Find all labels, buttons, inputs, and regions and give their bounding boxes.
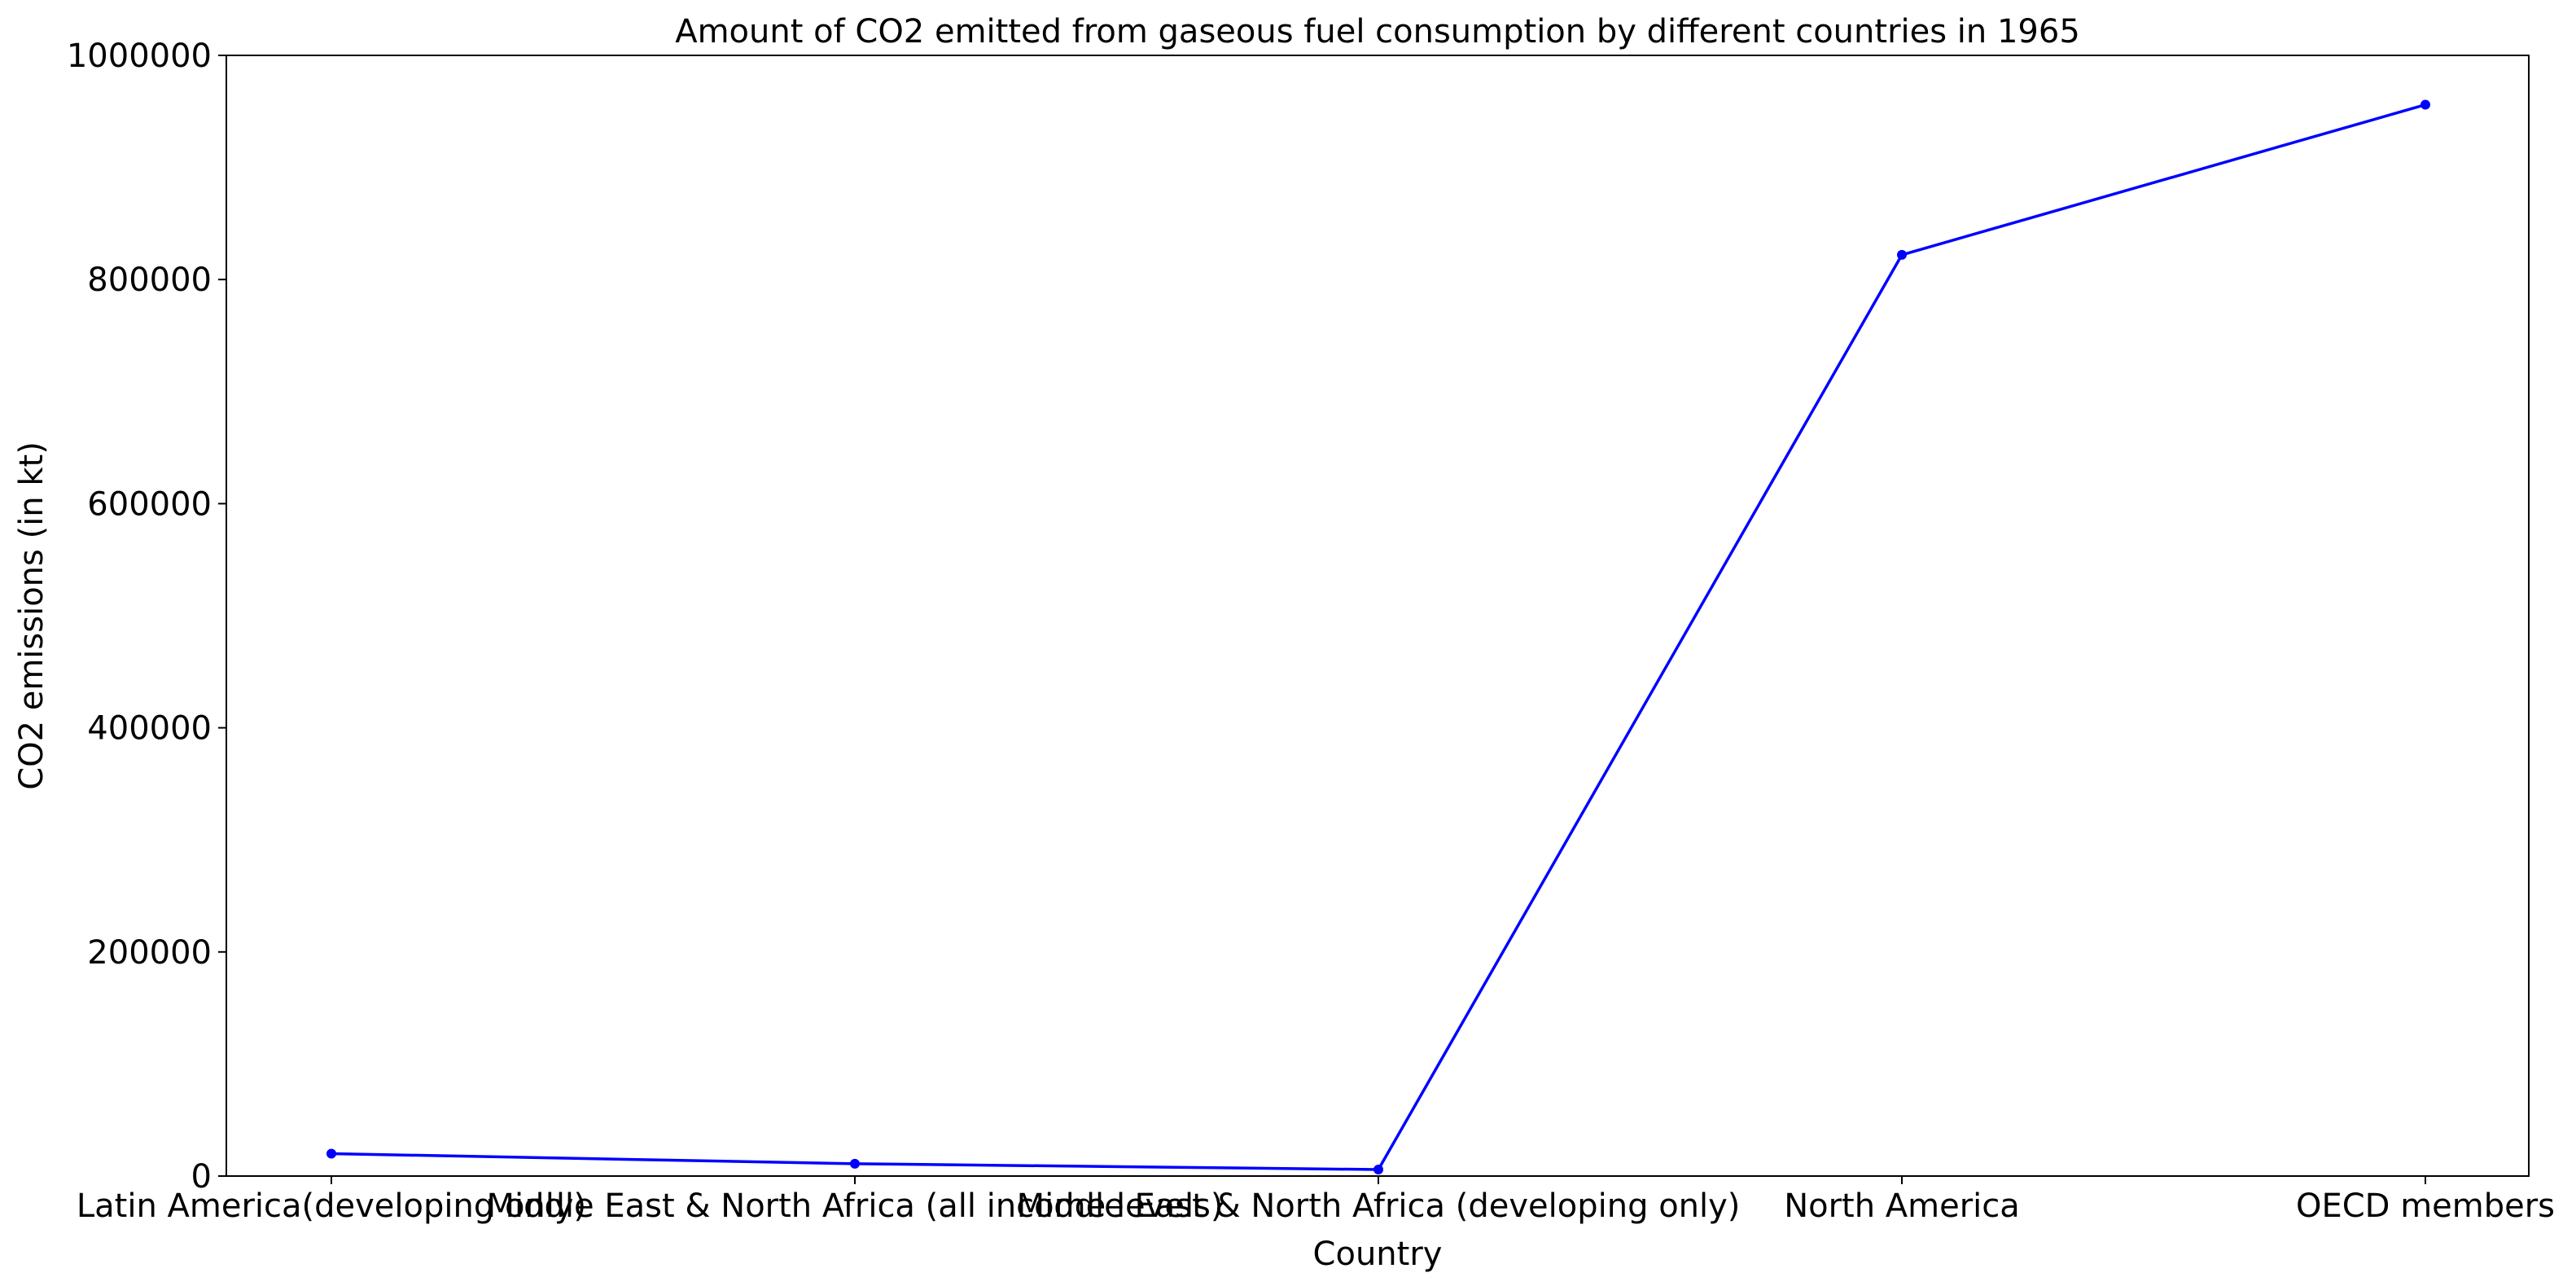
y-tick-label: 200000: [87, 934, 212, 972]
data-point: [326, 1148, 336, 1159]
data-point: [850, 1158, 860, 1169]
series-layer: [326, 99, 2430, 1175]
y-tick-label: 800000: [87, 261, 212, 299]
x-tick-label: North America: [1784, 1187, 2020, 1225]
chart-title: Amount of CO2 emitted from gaseous fuel …: [675, 13, 2080, 50]
y-tick-label: 1000000: [67, 37, 212, 75]
y-axis-ticks: 0 200000 400000 600000 800000 1000000: [67, 37, 226, 1196]
y-tick-label: 600000: [87, 485, 212, 523]
x-tick-label: OECD members: [2296, 1187, 2555, 1225]
x-axis-label: Country: [1313, 1236, 1443, 1273]
y-tick-label: 0: [191, 1158, 212, 1196]
y-tick-label: 400000: [87, 710, 212, 748]
x-tick-label: Middle East & North Africa (all income l…: [487, 1187, 1224, 1225]
data-point: [2420, 99, 2430, 110]
y-axis-label: CO2 emissions (in kt): [13, 441, 50, 790]
x-tick-label: Latin America(developing only): [77, 1187, 586, 1225]
plot-area: [226, 55, 2530, 1177]
series-line: [331, 103, 2426, 1171]
x-axis-ticks: Latin America(developing only)Middle Eas…: [77, 1176, 2555, 1225]
data-point: [1897, 249, 1907, 260]
data-point: [1373, 1165, 1383, 1175]
x-tick-label: Middle East & North Africa (developing o…: [1017, 1187, 1741, 1225]
